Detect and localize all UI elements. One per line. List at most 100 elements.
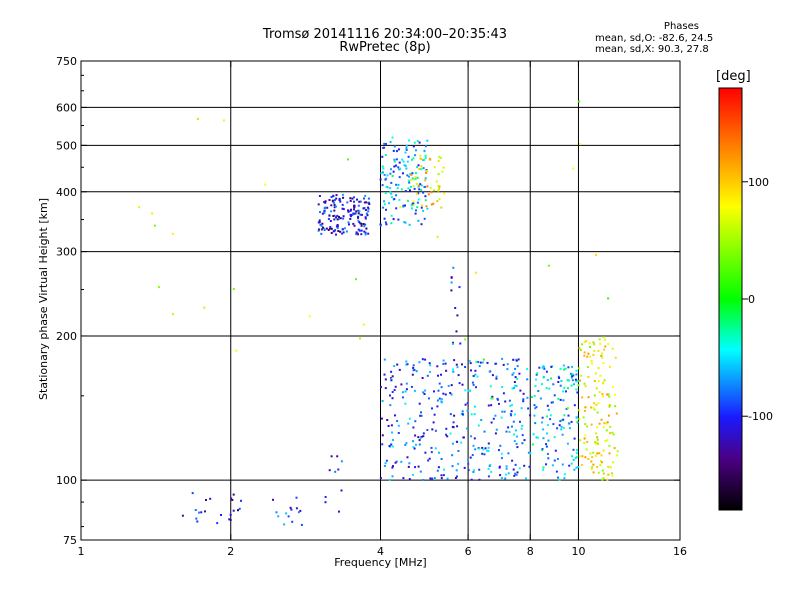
data-point — [339, 217, 342, 220]
data-point — [397, 183, 400, 186]
data-point — [514, 376, 517, 379]
data-point — [391, 375, 394, 378]
data-point — [404, 165, 407, 167]
data-point — [491, 374, 494, 377]
data-point — [383, 200, 386, 203]
data-point — [538, 366, 541, 369]
data-point — [573, 404, 576, 407]
data-point — [476, 375, 479, 378]
data-point — [571, 373, 574, 376]
data-point — [540, 421, 543, 424]
data-point — [464, 389, 467, 392]
data-point — [357, 219, 360, 222]
data-point — [453, 414, 456, 417]
data-point — [607, 473, 610, 476]
data-point — [360, 213, 363, 216]
data-point — [472, 383, 475, 386]
data-point — [347, 209, 349, 212]
data-point — [416, 176, 419, 179]
data-point — [484, 447, 487, 450]
data-point — [439, 156, 442, 159]
data-point — [534, 407, 537, 410]
data-point — [602, 449, 605, 452]
data-point — [586, 440, 589, 443]
data-point — [600, 460, 602, 463]
data-point — [398, 198, 401, 201]
data-point — [502, 363, 505, 366]
data-point — [237, 509, 239, 512]
data-point — [323, 229, 326, 231]
data-point — [419, 154, 422, 157]
data-point — [344, 227, 346, 230]
data-point — [474, 448, 477, 451]
data-point — [354, 212, 357, 215]
data-point — [430, 446, 433, 449]
data-point — [235, 349, 238, 352]
data-point — [345, 230, 348, 233]
data-point — [390, 379, 393, 382]
data-point — [364, 233, 367, 236]
data-point — [612, 461, 615, 464]
data-point — [413, 187, 416, 190]
data-point — [452, 421, 455, 424]
data-point — [195, 517, 198, 520]
data-point — [340, 489, 343, 492]
data-point — [397, 432, 400, 434]
data-point — [584, 434, 587, 437]
data-point — [391, 431, 393, 434]
data-point — [405, 167, 408, 170]
colorbar-tick-label: 0 — [748, 293, 755, 306]
data-point — [423, 393, 426, 395]
data-point — [541, 366, 544, 369]
data-point — [412, 446, 415, 448]
data-point — [577, 384, 580, 387]
data-point — [442, 166, 445, 169]
data-point — [338, 510, 340, 513]
data-point — [409, 189, 411, 192]
data-point — [578, 409, 581, 412]
data-point — [420, 165, 423, 168]
data-point — [572, 448, 575, 451]
data-point — [600, 461, 603, 464]
data-point — [151, 212, 154, 215]
data-point — [568, 422, 571, 425]
data-point — [402, 206, 405, 208]
data-point — [562, 426, 565, 429]
data-point — [398, 368, 401, 371]
data-point — [469, 456, 472, 459]
data-point — [422, 432, 425, 435]
data-point — [547, 264, 550, 267]
data-point — [603, 422, 606, 425]
data-point — [473, 405, 476, 408]
data-point — [473, 413, 476, 416]
data-point — [529, 414, 532, 417]
data-point — [414, 420, 417, 423]
data-point — [391, 397, 394, 400]
x-tick-label: 2 — [227, 545, 234, 558]
data-point — [576, 421, 579, 424]
data-point — [565, 408, 568, 410]
data-point — [424, 199, 427, 202]
data-point — [470, 478, 473, 481]
data-point — [520, 407, 523, 410]
data-point — [526, 396, 529, 399]
data-point — [592, 406, 595, 409]
data-point — [615, 412, 618, 415]
data-point — [571, 455, 574, 458]
data-point — [520, 427, 523, 430]
y-tick-label: 750 — [56, 55, 77, 68]
data-point — [560, 380, 563, 382]
data-point — [138, 206, 141, 209]
data-point — [578, 367, 581, 370]
data-point — [487, 475, 490, 478]
data-point — [342, 217, 345, 220]
data-point — [600, 454, 603, 457]
data-point — [153, 224, 156, 227]
data-point — [320, 224, 323, 227]
data-point — [461, 363, 463, 366]
data-point — [451, 465, 454, 468]
data-point — [440, 458, 443, 460]
data-point — [545, 387, 548, 390]
data-point — [450, 384, 453, 387]
y-tick-label: 500 — [56, 139, 77, 152]
